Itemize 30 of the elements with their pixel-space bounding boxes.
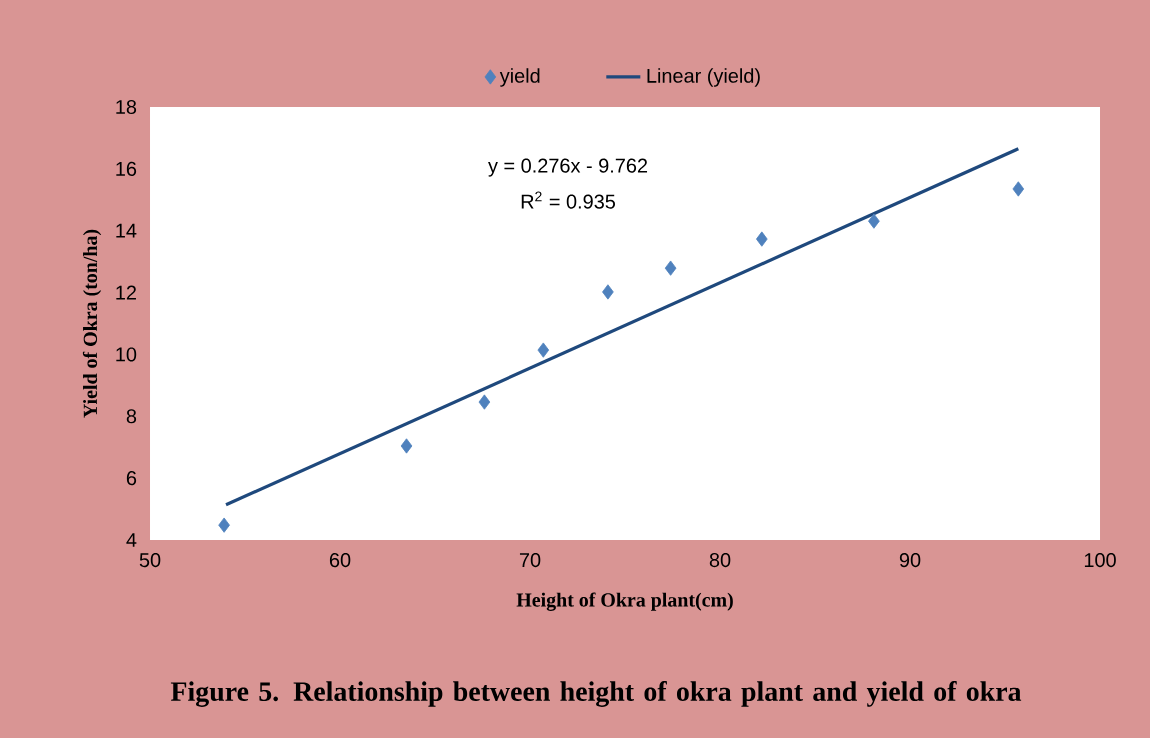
x-tick-label: 90 xyxy=(899,553,921,568)
x-tick-label: 60 xyxy=(329,553,351,568)
y-tick-label: 8 xyxy=(126,409,137,424)
annotation: y = 0.276x - 9.762 xyxy=(488,158,648,177)
x-tick-label: 70 xyxy=(519,553,541,568)
point xyxy=(868,213,880,229)
y-axis-title: Yield of Okra (ton/ha) xyxy=(82,229,102,418)
annotation: R$^{2}$ = 0.935 xyxy=(521,191,616,209)
legend-label: yield xyxy=(499,68,540,87)
x-axis-title: Height of Okra plant(cm) xyxy=(516,592,733,611)
y-tick-label: 18 xyxy=(116,99,137,115)
y-tick-label: 12 xyxy=(116,285,136,300)
point xyxy=(1012,181,1025,197)
y-tick-label: 14 xyxy=(116,223,137,238)
y-tick-label: 16 xyxy=(116,161,137,176)
x-tick-label: 100 xyxy=(1084,553,1116,568)
point xyxy=(537,342,550,358)
x-tick-label: 50 xyxy=(139,553,161,568)
legend-label: Linear (yield) xyxy=(647,68,760,87)
y-tick-label: 6 xyxy=(126,471,137,486)
point xyxy=(602,284,614,300)
point xyxy=(218,517,230,533)
y-tick-label: 4 xyxy=(126,533,137,547)
point xyxy=(664,260,677,276)
point xyxy=(400,438,413,454)
x-tick-label: 80 xyxy=(709,553,731,568)
text: Figure 5. Relationship between height of okra plant and yield of okra xyxy=(170,681,1022,707)
point xyxy=(756,231,768,247)
y-tick-label: 10 xyxy=(116,347,137,362)
point xyxy=(478,394,491,410)
